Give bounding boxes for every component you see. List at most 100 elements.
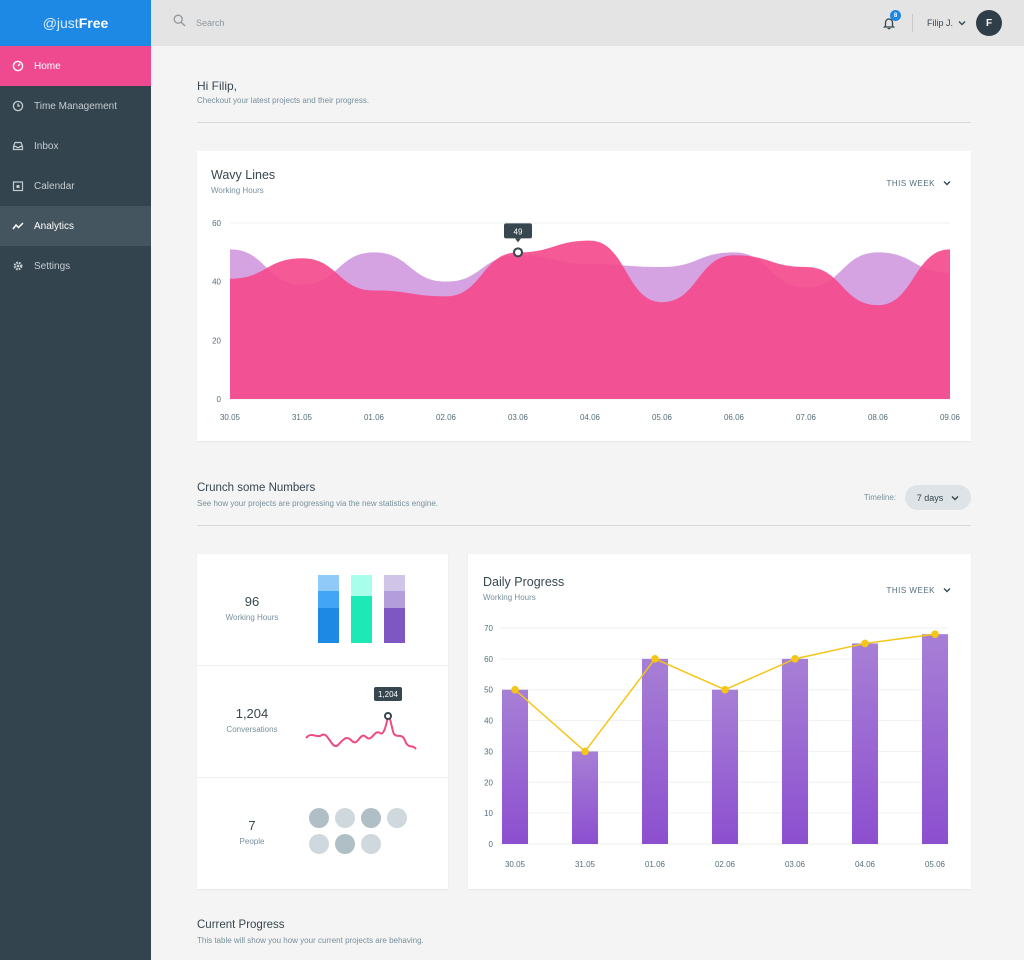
y-tick-label: 20 xyxy=(484,778,493,787)
sidebar: @just Free Home Time Management Inbox Cal… xyxy=(0,0,151,960)
line-point[interactable] xyxy=(791,655,799,663)
line-point[interactable] xyxy=(581,747,589,756)
mini-bar-segment xyxy=(318,608,339,643)
sparkline-marker xyxy=(384,712,392,720)
bar[interactable] xyxy=(502,689,528,844)
line-point[interactable] xyxy=(651,655,659,663)
timeline-select[interactable]: 7 days xyxy=(905,485,971,510)
mini-bar-segment xyxy=(318,575,339,591)
y-tick-label: 10 xyxy=(484,809,493,818)
stat-people: 7 People xyxy=(197,778,448,889)
sparkline-path xyxy=(305,715,417,750)
x-tick-label: 05.06 xyxy=(652,413,673,422)
stat-value: 1,204 xyxy=(235,706,269,721)
stat-label: Conversations xyxy=(226,725,278,734)
search-icon[interactable] xyxy=(173,14,186,32)
search-box xyxy=(173,14,396,32)
x-tick-label: 09.06 xyxy=(940,413,961,422)
tooltip-arrow xyxy=(515,238,521,243)
x-tick-label: 01.06 xyxy=(645,860,666,869)
sidebar-item-analytics[interactable]: Analytics xyxy=(0,206,151,246)
stat-conversations: 1,204 Conversations 1,204 xyxy=(197,666,448,778)
notifications-button[interactable]: 8 xyxy=(882,10,901,30)
person-dot[interactable] xyxy=(335,834,355,854)
inbox-icon xyxy=(12,140,24,152)
y-tick-label: 60 xyxy=(212,219,221,228)
sidebar-item-home[interactable]: Home xyxy=(0,46,151,86)
x-tick-label: 31.05 xyxy=(575,860,596,869)
period-dropdown[interactable]: THIS WEEK xyxy=(886,179,951,188)
mini-bar-segment xyxy=(384,575,405,591)
bar[interactable] xyxy=(922,634,948,844)
section-title: Current Progress xyxy=(197,919,285,931)
logo-prefix: @just xyxy=(42,15,79,31)
y-tick-label: 30 xyxy=(484,747,493,756)
bar[interactable] xyxy=(852,643,878,844)
stat-working-hours: 96 Working Hours xyxy=(197,554,448,666)
stats-card: 96 Working Hours 1,204 Conversations 1,2… xyxy=(197,554,448,889)
avatar[interactable]: F xyxy=(976,10,1002,36)
calendar-icon xyxy=(12,180,24,192)
sidebar-item-label: Inbox xyxy=(34,140,59,152)
person-dot[interactable] xyxy=(309,808,329,828)
person-dot[interactable] xyxy=(361,834,381,854)
user-menu[interactable]: Filip J. xyxy=(927,18,966,28)
line-point[interactable] xyxy=(931,630,939,638)
timeline-value: 7 days xyxy=(916,492,944,503)
app-logo[interactable]: @just Free xyxy=(0,0,151,46)
sidebar-item-settings[interactable]: Settings xyxy=(0,246,151,286)
timeline-control: Timeline: 7 days xyxy=(864,485,971,510)
notification-badge: 8 xyxy=(889,10,901,21)
sidebar-item-inbox[interactable]: Inbox xyxy=(0,126,151,166)
x-tick-label: 30.05 xyxy=(505,860,526,869)
chevron-down-icon xyxy=(935,179,951,188)
bar[interactable] xyxy=(712,689,738,844)
person-dot[interactable] xyxy=(387,808,407,828)
period-dropdown[interactable]: THIS WEEK xyxy=(886,586,951,595)
bar[interactable] xyxy=(782,658,808,844)
person-dot[interactable] xyxy=(335,808,355,828)
highlight-point[interactable] xyxy=(513,247,523,258)
card-title: Daily Progress xyxy=(483,575,565,589)
sidebar-item-label: Calendar xyxy=(34,180,75,192)
logo-bold: Free xyxy=(78,15,109,31)
sparkline-tooltip: 1,204 xyxy=(378,690,399,699)
clock-icon xyxy=(12,100,24,112)
top-bar: 8 Filip J. F xyxy=(151,0,1024,46)
divider xyxy=(197,122,971,123)
x-tick-label: 04.06 xyxy=(855,860,876,869)
chevron-down-icon xyxy=(953,18,966,28)
sidebar-item-calendar[interactable]: Calendar xyxy=(0,166,151,206)
person-dot[interactable] xyxy=(309,834,329,854)
trend-icon xyxy=(12,220,24,232)
line-point[interactable] xyxy=(721,685,729,694)
mini-bar-segment xyxy=(351,575,372,596)
chevron-down-icon xyxy=(943,493,959,503)
x-tick-label: 05.06 xyxy=(925,860,946,869)
sidebar-item-time-management[interactable]: Time Management xyxy=(0,86,151,126)
search-input[interactable] xyxy=(196,18,396,28)
sidebar-item-label: Settings xyxy=(34,260,71,272)
y-tick-label: 0 xyxy=(217,395,222,404)
card-title: Wavy Lines xyxy=(211,168,276,182)
y-tick-label: 70 xyxy=(484,624,493,633)
mini-bar-segment xyxy=(384,591,405,608)
chevron-down-icon xyxy=(935,586,951,595)
sidebar-item-label: Time Management xyxy=(34,100,117,112)
line-point[interactable] xyxy=(861,639,869,648)
bar[interactable] xyxy=(572,751,598,844)
bar[interactable] xyxy=(642,658,668,844)
x-tick-label: 06.06 xyxy=(724,413,745,422)
gear-icon xyxy=(12,260,24,272)
y-tick-label: 40 xyxy=(212,278,221,287)
tooltip-bg xyxy=(504,223,532,239)
line-point[interactable] xyxy=(511,685,519,694)
x-tick-label: 03.06 xyxy=(508,413,529,422)
stat-label: Working Hours xyxy=(225,613,279,622)
person-dot[interactable] xyxy=(361,808,381,828)
daily-progress-card: Daily Progress Working Hours THIS WEEK 0… xyxy=(468,554,971,889)
people-avatars xyxy=(309,808,407,854)
divider xyxy=(197,525,971,526)
mini-bar-segment xyxy=(318,591,339,608)
section-subtitle: This table will show you how your curren… xyxy=(197,936,424,945)
